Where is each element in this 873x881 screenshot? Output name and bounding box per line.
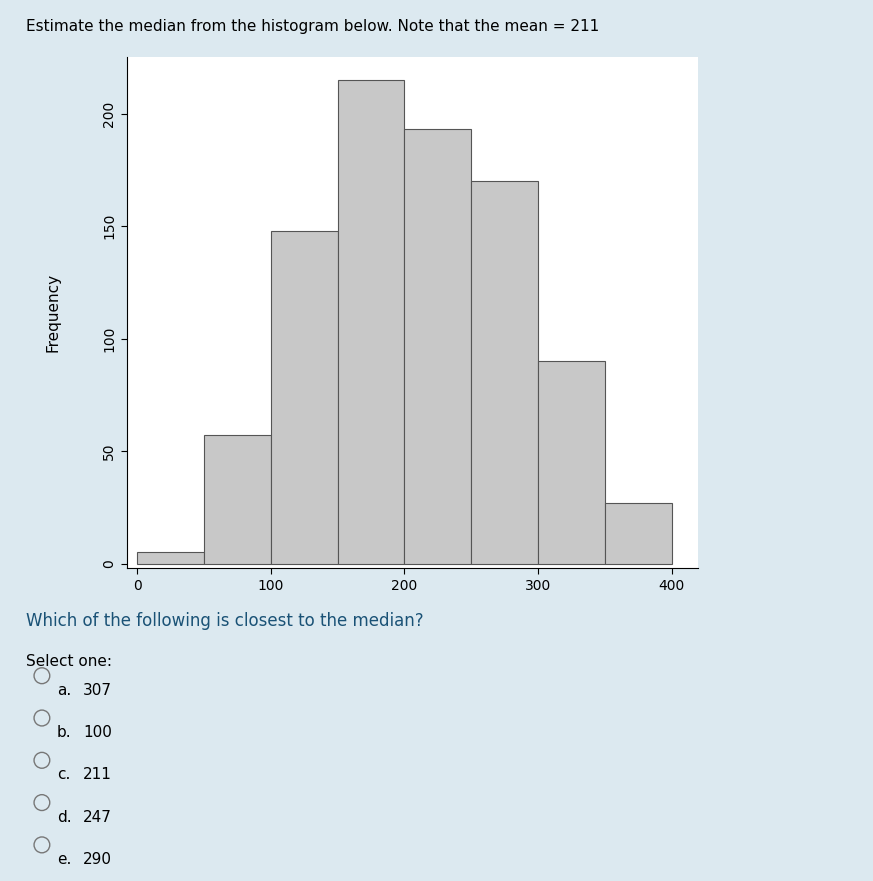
Text: 211: 211 — [83, 767, 112, 782]
Text: 100: 100 — [83, 725, 112, 740]
Text: 290: 290 — [83, 852, 112, 867]
Text: a.: a. — [57, 683, 71, 698]
Bar — [271, 231, 338, 564]
Bar — [538, 361, 605, 564]
Text: b.: b. — [57, 725, 72, 740]
Bar — [204, 435, 271, 564]
Text: Which of the following is closest to the median?: Which of the following is closest to the… — [26, 612, 423, 630]
Text: e.: e. — [57, 852, 71, 867]
Text: d.: d. — [57, 810, 72, 825]
Y-axis label: Frequency: Frequency — [45, 273, 60, 352]
Text: Estimate the median from the histogram below. Note that the mean = 211: Estimate the median from the histogram b… — [26, 19, 600, 34]
Bar — [137, 552, 204, 564]
Text: Select one:: Select one: — [26, 654, 113, 669]
Text: 307: 307 — [83, 683, 112, 698]
Text: 247: 247 — [83, 810, 112, 825]
Bar — [605, 503, 671, 564]
Text: c.: c. — [57, 767, 70, 782]
Bar — [404, 130, 471, 564]
Bar — [471, 181, 538, 564]
Bar — [338, 80, 404, 564]
